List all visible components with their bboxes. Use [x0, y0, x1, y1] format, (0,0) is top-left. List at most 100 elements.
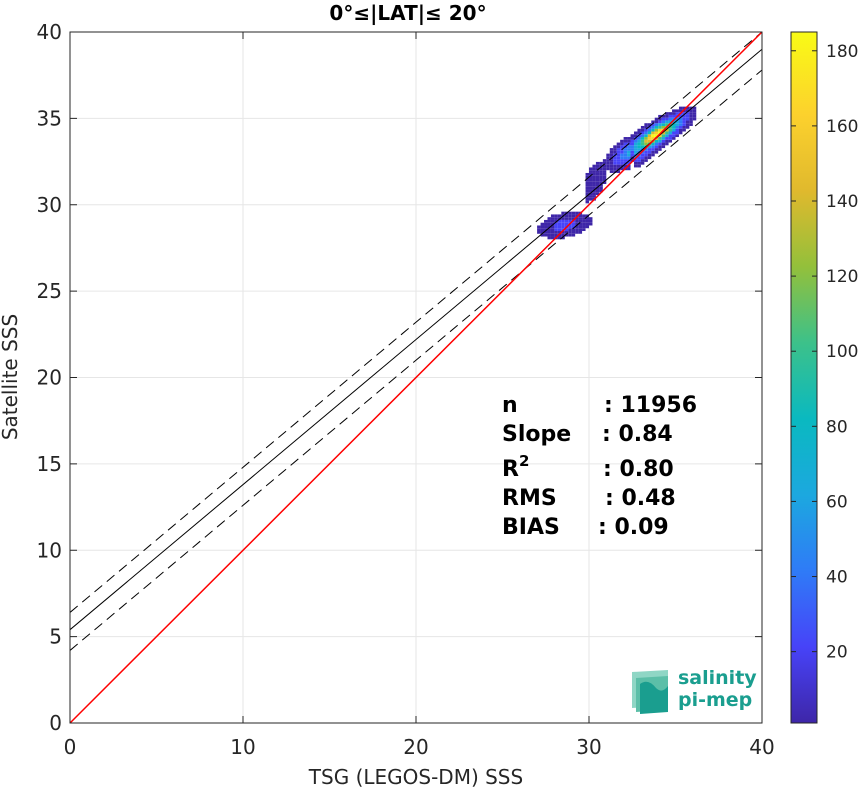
heatmap-cell	[571, 214, 576, 218]
heatmap-cell	[678, 123, 683, 126]
heatmap-cell	[599, 181, 603, 185]
heatmap-cell	[640, 139, 645, 143]
heatmap-cell	[568, 228, 572, 232]
heatmap-cell	[575, 222, 579, 226]
heatmap-cell	[613, 161, 617, 165]
heatmap-cell	[637, 139, 641, 143]
y-tick-label: 15	[37, 452, 62, 476]
heatmap-cell	[585, 200, 589, 204]
heatmap-cell	[589, 172, 593, 176]
heatmap-cell	[606, 164, 610, 168]
heatmap-cell	[599, 170, 603, 173]
heatmap-cell	[585, 219, 589, 223]
heatmap-cell	[630, 139, 634, 143]
heatmap-cell	[654, 134, 659, 138]
heatmap-cell	[689, 106, 693, 110]
heatmap-cell	[561, 231, 565, 234]
heatmap-cell	[602, 161, 607, 165]
regression-line	[70, 48, 762, 631]
heatmap-cell	[592, 167, 596, 171]
x-tick-label: 20	[403, 735, 428, 759]
heatmap-cell	[665, 139, 669, 143]
heatmap-cell	[595, 161, 600, 165]
colorbar-tick-label: 100	[826, 342, 858, 362]
heatmap-cell	[602, 170, 607, 173]
heatmap-cell	[547, 231, 551, 234]
stat-value: : 0.48	[605, 486, 676, 511]
heatmap-cell	[627, 156, 631, 160]
heatmap-cell	[585, 217, 589, 220]
heatmap-cell	[630, 153, 634, 157]
heatmap-cell	[585, 178, 589, 182]
heatmap-cell	[616, 170, 621, 173]
heatmap-cell	[589, 217, 593, 220]
heatmap-cell	[668, 125, 673, 129]
stat-value: : 0.09	[598, 515, 669, 540]
heatmap-cell	[668, 139, 673, 143]
heatmap-cell	[564, 231, 569, 234]
heatmap-cell	[592, 164, 596, 168]
heatmap-cell	[620, 156, 624, 160]
heatmap-cell	[685, 120, 690, 124]
heatmap-cell	[640, 145, 645, 149]
heatmap-cell	[640, 153, 645, 157]
heatmap-cell	[678, 120, 683, 124]
heatmap-cell	[678, 117, 683, 121]
heatmap-cell	[637, 131, 641, 135]
heatmap-cell	[668, 114, 673, 118]
heatmap-cell	[651, 145, 655, 149]
heatmap-cell	[613, 156, 617, 160]
heatmap-cell	[630, 142, 634, 146]
x-axis-title: TSG (LEGOS-DM) SSS	[308, 765, 523, 789]
heatmap-cell	[627, 161, 631, 165]
heatmap-cell	[544, 233, 548, 237]
heatmap-cell	[550, 233, 555, 237]
heatmap-cell	[564, 228, 569, 232]
heatmap-cell	[661, 137, 666, 140]
heatmap-cell	[595, 192, 600, 196]
heatmap-cell	[589, 197, 593, 201]
heatmap-cell	[602, 164, 607, 168]
heatmap-cell	[685, 125, 690, 129]
heatmap-cell	[685, 109, 690, 113]
logo: salinity pi-mep	[632, 667, 757, 714]
stat-label: R2	[502, 452, 529, 482]
heatmap-cell	[651, 137, 655, 140]
heatmap-cell	[578, 231, 583, 234]
heatmap-cell	[568, 233, 572, 237]
heatmap-cell	[658, 145, 662, 149]
heatmap-cell	[658, 148, 662, 151]
heatmap-cell	[644, 159, 648, 162]
heatmap-cell	[640, 161, 645, 165]
heatmap-cell	[672, 134, 676, 138]
heatmap-cell	[599, 189, 603, 193]
heatmap-cell	[616, 150, 621, 154]
heatmap-cell	[661, 117, 666, 121]
heatmap-cell	[627, 153, 631, 157]
heatmap-cell	[665, 134, 669, 138]
heatmap-cell	[623, 142, 628, 146]
one-to-one-line	[70, 32, 762, 723]
heatmap-cell	[675, 134, 679, 138]
colorbar-tick-label: 140	[826, 192, 858, 212]
heatmap-cell	[672, 137, 676, 140]
heatmap-cell	[599, 172, 603, 176]
heatmap-cell	[630, 134, 634, 138]
heatmap-cells	[537, 106, 697, 240]
axis-ticks: 0 10 20 30 40 0 5 10 15 20 25 30 35 40	[37, 20, 775, 759]
heatmap-cell	[665, 123, 669, 126]
heatmap-cell	[682, 106, 686, 110]
heatmap-cell	[582, 217, 586, 220]
colorbar	[790, 31, 818, 724]
heatmap-cell	[644, 123, 648, 126]
heatmap-cell	[658, 114, 662, 118]
heatmap-cell	[585, 175, 589, 179]
heatmap-cell	[675, 123, 679, 126]
heatmap-cell	[602, 181, 607, 185]
heatmap-cell	[602, 172, 607, 176]
heatmap-cell	[606, 156, 610, 160]
heatmap-cell	[644, 134, 648, 138]
y-tick-label: 35	[37, 106, 62, 130]
heatmap-cell	[658, 134, 662, 138]
heatmap-cell	[561, 217, 565, 220]
